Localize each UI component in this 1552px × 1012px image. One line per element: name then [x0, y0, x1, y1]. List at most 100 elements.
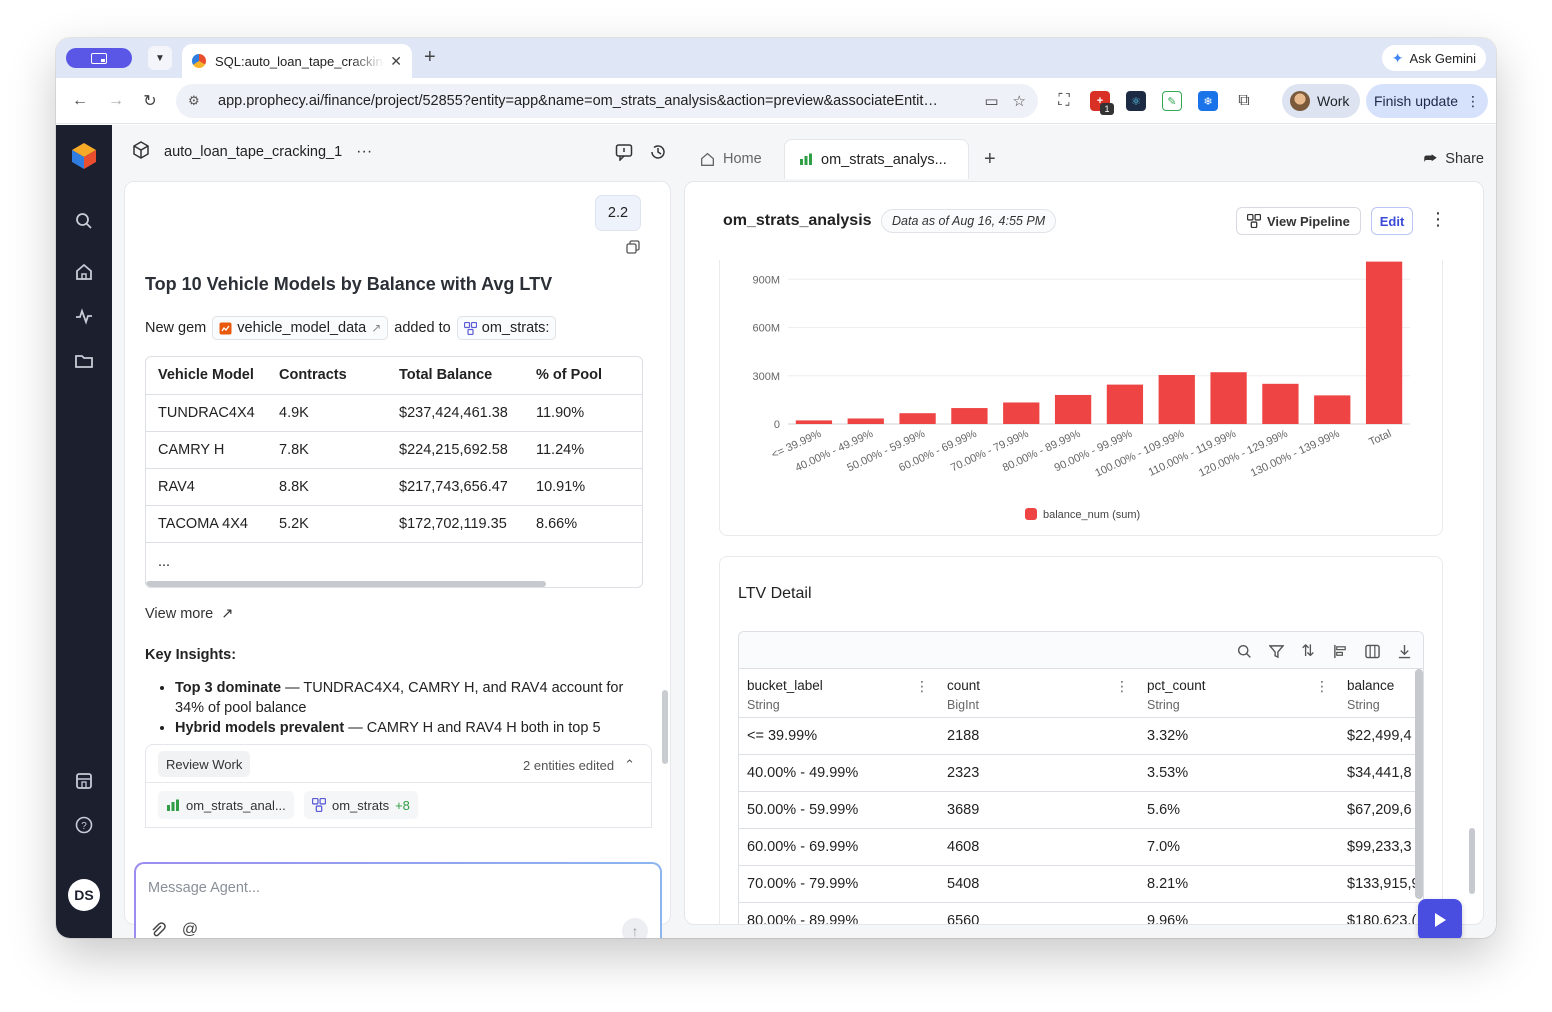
column-header[interactable]: bucket_label String ⋮ — [739, 669, 939, 717]
column-menu-icon[interactable]: ⋮ — [1115, 678, 1129, 694]
align-icon[interactable] — [1331, 642, 1349, 660]
table-header: Contracts — [267, 357, 387, 395]
table-row[interactable]: 80.00% - 89.99% 6560 9.96% $180,623,( — [739, 903, 1419, 924]
horizontal-scrollbar[interactable] — [146, 581, 546, 587]
grid-cell: 3689 — [947, 802, 980, 818]
gem-prefix: New gem — [145, 320, 207, 336]
table-row[interactable]: 70.00% - 79.99% 5408 8.21% $133,915,9 — [739, 866, 1419, 903]
profile-button[interactable]: Work — [1282, 84, 1360, 118]
entity-chip-app[interactable]: om_strats_anal... — [158, 791, 294, 819]
review-work-button[interactable]: Review Work — [158, 751, 251, 777]
sort-icon[interactable]: ⇅ — [1301, 643, 1315, 660]
table-row: CAMRY H 7.8K $224,215,692.58 11.24% — [146, 431, 642, 469]
entities-edited-toggle[interactable]: 2 entities edited ⌃ — [523, 757, 635, 773]
store-icon[interactable] — [72, 769, 96, 793]
address-bar[interactable]: ⚙ app.prophecy.ai/finance/project/52855?… — [176, 84, 1038, 118]
more-vertical-icon[interactable]: ⋮ — [1429, 209, 1447, 229]
chart-bar — [1158, 374, 1195, 424]
clipboard-icon[interactable]: ▭ — [984, 93, 999, 110]
add-tab-button[interactable]: + — [984, 147, 996, 170]
ask-gemini-button[interactable]: ✦ Ask Gemini — [1381, 45, 1486, 71]
help-icon[interactable]: ? — [72, 813, 96, 837]
download-icon[interactable] — [1395, 642, 1413, 660]
paperclip-icon[interactable] — [148, 920, 168, 938]
pipeline-chip[interactable]: om_strats: — [456, 316, 557, 340]
workspace-button[interactable] — [66, 48, 132, 68]
balance-chart-card: 0 300M 600M 900M <= 39.99% 40.00% - 49.99% 50.… — [719, 260, 1443, 536]
grid-cell: 50.00% - 59.99% — [747, 802, 859, 818]
table-row[interactable]: 60.00% - 69.99% 4608 7.0% $99,233,3 — [739, 829, 1419, 866]
home-icon[interactable] — [72, 260, 96, 284]
pipeline-icon — [1247, 214, 1261, 228]
column-header[interactable]: pct_count String ⋮ — [1139, 669, 1339, 717]
extension-green-icon[interactable]: ✎ — [1162, 91, 1182, 111]
column-header[interactable]: balance String — [1339, 669, 1419, 717]
browser-tab[interactable]: SQL:auto_loan_tape_cracking_1 ✕ — [182, 44, 412, 78]
screen-icon — [91, 52, 107, 64]
table-row[interactable]: 50.00% - 59.99% 3689 5.6% $67,209,6 — [739, 792, 1419, 829]
react-devtools-icon[interactable]: ⚛ — [1126, 91, 1146, 111]
view-more-link[interactable]: View more ↗ — [145, 606, 233, 622]
search-icon[interactable] — [72, 209, 96, 233]
chat-scrollbar[interactable] — [662, 690, 668, 764]
activity-icon[interactable] — [72, 304, 96, 328]
reload-icon[interactable]: ↻ — [143, 93, 157, 110]
grid-cell: $99,233,3 — [1347, 839, 1412, 855]
grid-cell: 8.21% — [1147, 876, 1189, 892]
prophecy-logo-icon[interactable] — [69, 141, 99, 171]
tab-home[interactable]: Home — [700, 139, 762, 179]
column-header[interactable]: count BigInt ⋮ — [939, 669, 1139, 717]
version-badge[interactable]: 2.2 — [595, 195, 641, 231]
mention-icon[interactable]: @ — [181, 921, 199, 938]
message-input[interactable] — [148, 880, 628, 896]
bookmark-star-icon[interactable]: ☆ — [1012, 93, 1026, 110]
gem-added-line: New gem vehicle_model_data ↗ added to om… — [145, 316, 557, 340]
search-icon[interactable] — [1235, 642, 1253, 660]
data-as-of-badge: Data as of Aug 16, 4:55 PM — [881, 209, 1057, 233]
screenshot-icon[interactable]: ⛶ — [1058, 92, 1070, 109]
back-arrow-icon[interactable]: ← — [72, 92, 88, 109]
column-menu-icon[interactable]: ⋮ — [1315, 678, 1329, 694]
project-name[interactable]: auto_loan_tape_cracking_1 — [164, 144, 343, 160]
run-button[interactable] — [1418, 899, 1462, 938]
finish-update-button[interactable]: Finish update ⋮ — [1366, 84, 1488, 118]
table-row[interactable]: <= 39.99% 2188 3.32% $22,499,4 — [739, 718, 1419, 755]
insight-item: Hybrid models prevalent — CAMRY H and RA… — [175, 718, 625, 738]
extensions-puzzle-icon[interactable]: ⧉ — [1238, 92, 1250, 109]
x-tick-label: Total — [1367, 428, 1393, 449]
table-cell: $172,702,119.35 — [387, 505, 524, 543]
table-cell: 11.24% — [524, 431, 642, 469]
pipeline-icon — [312, 798, 326, 812]
new-tab-button[interactable]: + — [424, 46, 436, 68]
user-avatar[interactable]: DS — [68, 879, 100, 911]
folder-icon[interactable] — [72, 349, 96, 373]
gem-chip[interactable]: vehicle_model_data ↗ — [212, 316, 389, 340]
share-button[interactable]: ⮫ Share — [1424, 151, 1484, 167]
chart-bar — [1262, 383, 1299, 424]
extension-blue-icon[interactable]: ❄ — [1198, 91, 1218, 111]
panel-scrollbar[interactable] — [1469, 828, 1475, 894]
tab-search-button[interactable]: ▼ — [148, 46, 172, 70]
more-horizontal-icon[interactable]: ··· — [356, 143, 373, 160]
url-text[interactable]: app.prophecy.ai/finance/project/52855?en… — [218, 93, 938, 109]
grid-vertical-scrollbar[interactable] — [1415, 669, 1423, 899]
site-settings-icon[interactable]: ⚙ — [188, 93, 200, 108]
tab-om-strats-analysis[interactable]: om_strats_analys... — [784, 139, 969, 179]
feedback-icon[interactable] — [614, 142, 634, 162]
filter-icon[interactable] — [1267, 642, 1285, 660]
history-icon[interactable] — [648, 142, 668, 162]
table-cell: $237,424,461.38 — [387, 394, 524, 432]
tab-home-label: Home — [723, 151, 762, 167]
close-icon[interactable]: ✕ — [390, 52, 402, 69]
chart-bar — [899, 413, 936, 424]
view-pipeline-button[interactable]: View Pipeline — [1236, 207, 1361, 235]
copy-icon[interactable] — [626, 240, 640, 254]
table-row[interactable]: 40.00% - 49.99% 2323 3.53% $34,441,8 — [739, 755, 1419, 792]
send-arrow-icon[interactable]: ↑ — [622, 918, 648, 938]
column-menu-icon[interactable]: ⋮ — [915, 678, 929, 694]
entity-chip-pipeline[interactable]: om_strats +8 — [304, 791, 418, 819]
insights-list: Top 3 dominate — TUNDRAC4X4, CAMRY H, an… — [155, 678, 625, 738]
columns-icon[interactable] — [1363, 642, 1381, 660]
forward-arrow-icon[interactable]: → — [108, 92, 124, 109]
edit-button[interactable]: Edit — [1371, 207, 1413, 235]
